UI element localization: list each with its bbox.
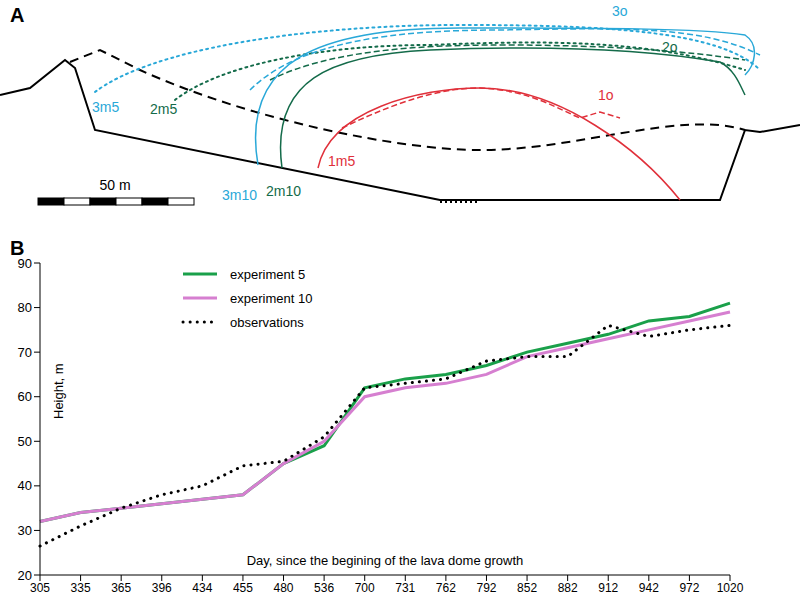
svg-text:20: 20 [18,568,32,583]
svg-text:50: 50 [18,434,32,449]
svg-text:305: 305 [30,581,50,595]
svg-text:762: 762 [436,581,456,595]
svg-text:731: 731 [395,581,415,595]
svg-text:700: 700 [355,581,375,595]
svg-text:Height, m: Height, m [51,363,66,419]
svg-text:3o: 3o [612,3,628,19]
svg-text:852: 852 [517,581,537,595]
svg-text:912: 912 [598,581,618,595]
svg-text:792: 792 [476,581,496,595]
svg-text:80: 80 [18,300,32,315]
html-text:experiment 10: experiment 10 [230,290,313,306]
svg-text:2m5: 2m5 [150,101,177,117]
svg-text:434: 434 [192,581,212,595]
svg-text:50 m: 50 m [99,177,130,193]
svg-text:Day, since the begining of the: Day, since the begining of the lava dome… [247,553,524,568]
svg-text:1o: 1o [598,87,614,103]
html-text:experiment 5: experiment 5 [230,266,306,282]
svg-text:396: 396 [152,581,172,595]
svg-text:3m5: 3m5 [92,99,119,115]
html-text:observations: observations [230,314,304,330]
svg-text:942: 942 [639,581,659,595]
svg-text:536: 536 [314,581,334,595]
svg-text:90: 90 [18,256,32,271]
svg-text:60: 60 [18,389,32,404]
svg-text:30: 30 [18,523,32,538]
svg-text:1020: 1020 [717,581,744,595]
svg-text:2o: 2o [662,39,678,55]
svg-text:3m10: 3m10 [222,187,257,203]
svg-text:365: 365 [111,581,131,595]
svg-text:2m10: 2m10 [266,183,301,199]
svg-text:A: A [10,4,24,26]
svg-text:335: 335 [71,581,91,595]
html-text:B: B [10,237,25,259]
svg-text:70: 70 [18,345,32,360]
svg-text:882: 882 [558,581,578,595]
svg-text:480: 480 [274,581,294,595]
svg-text:1m5: 1m5 [328,153,355,169]
svg-text:40: 40 [18,478,32,493]
svg-text:455: 455 [233,581,253,595]
svg-text:972: 972 [679,581,699,595]
